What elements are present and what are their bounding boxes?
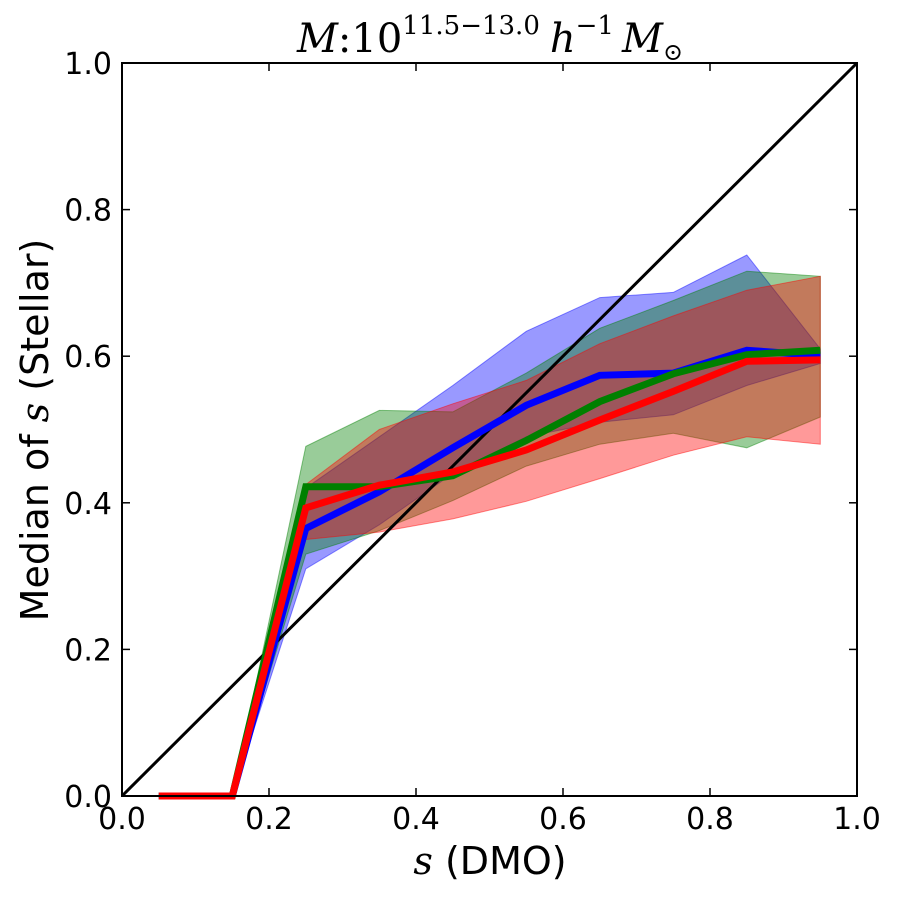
y-axis-symbol: s	[13, 403, 57, 423]
title-h-symbol: h	[550, 16, 576, 62]
title-mass-symbol: M	[296, 16, 339, 62]
y-tick-label: 0.8	[64, 194, 112, 229]
x-tick-label: 1.0	[833, 802, 881, 837]
title-sun-symbol: ⊙	[663, 38, 683, 66]
y-tick-label: 0.0	[64, 780, 112, 815]
band-blue	[158, 254, 821, 797]
median-lines	[120, 61, 859, 800]
y-tick-label: 0.6	[64, 340, 112, 375]
x-axis-text: (DMO)	[433, 839, 567, 883]
y-tick-label: 0.2	[64, 633, 112, 668]
x-tick-label: 0.0	[98, 802, 146, 837]
x-tick-label: 0.6	[539, 802, 587, 837]
plot-frame	[121, 62, 858, 797]
title-exponent: 11.5−13.0	[402, 11, 540, 41]
x-tick-label: 0.8	[686, 802, 734, 837]
y-axis-prefix: Median of	[13, 422, 57, 621]
y-tick-label: 1.0	[64, 47, 112, 82]
title-solar-mass-symbol: M	[621, 16, 664, 62]
title-colon: :	[338, 16, 351, 62]
x-axis-symbol: s	[413, 839, 433, 883]
x-tick-label: 0.4	[392, 802, 440, 837]
y-tick-label: 0.4	[64, 487, 112, 522]
title-h-exponent: −1	[576, 11, 614, 41]
x-axis-label: s (DMO)	[413, 839, 566, 883]
y-axis-label: Median of s (Stellar)	[13, 239, 57, 622]
chart-title: M:1011.5−13.0 h−1 M⊙	[296, 11, 683, 66]
axes: 0.0 0.2 0.4 0.6 0.8 1.0 0.0 0.2 0.4 0.6 0.8 1.0	[64, 47, 881, 837]
line-red	[158, 356, 821, 800]
y-axis-suffix: (Stellar)	[13, 239, 57, 403]
title-base: 10	[351, 16, 402, 62]
x-tick-label: 0.2	[245, 802, 293, 837]
